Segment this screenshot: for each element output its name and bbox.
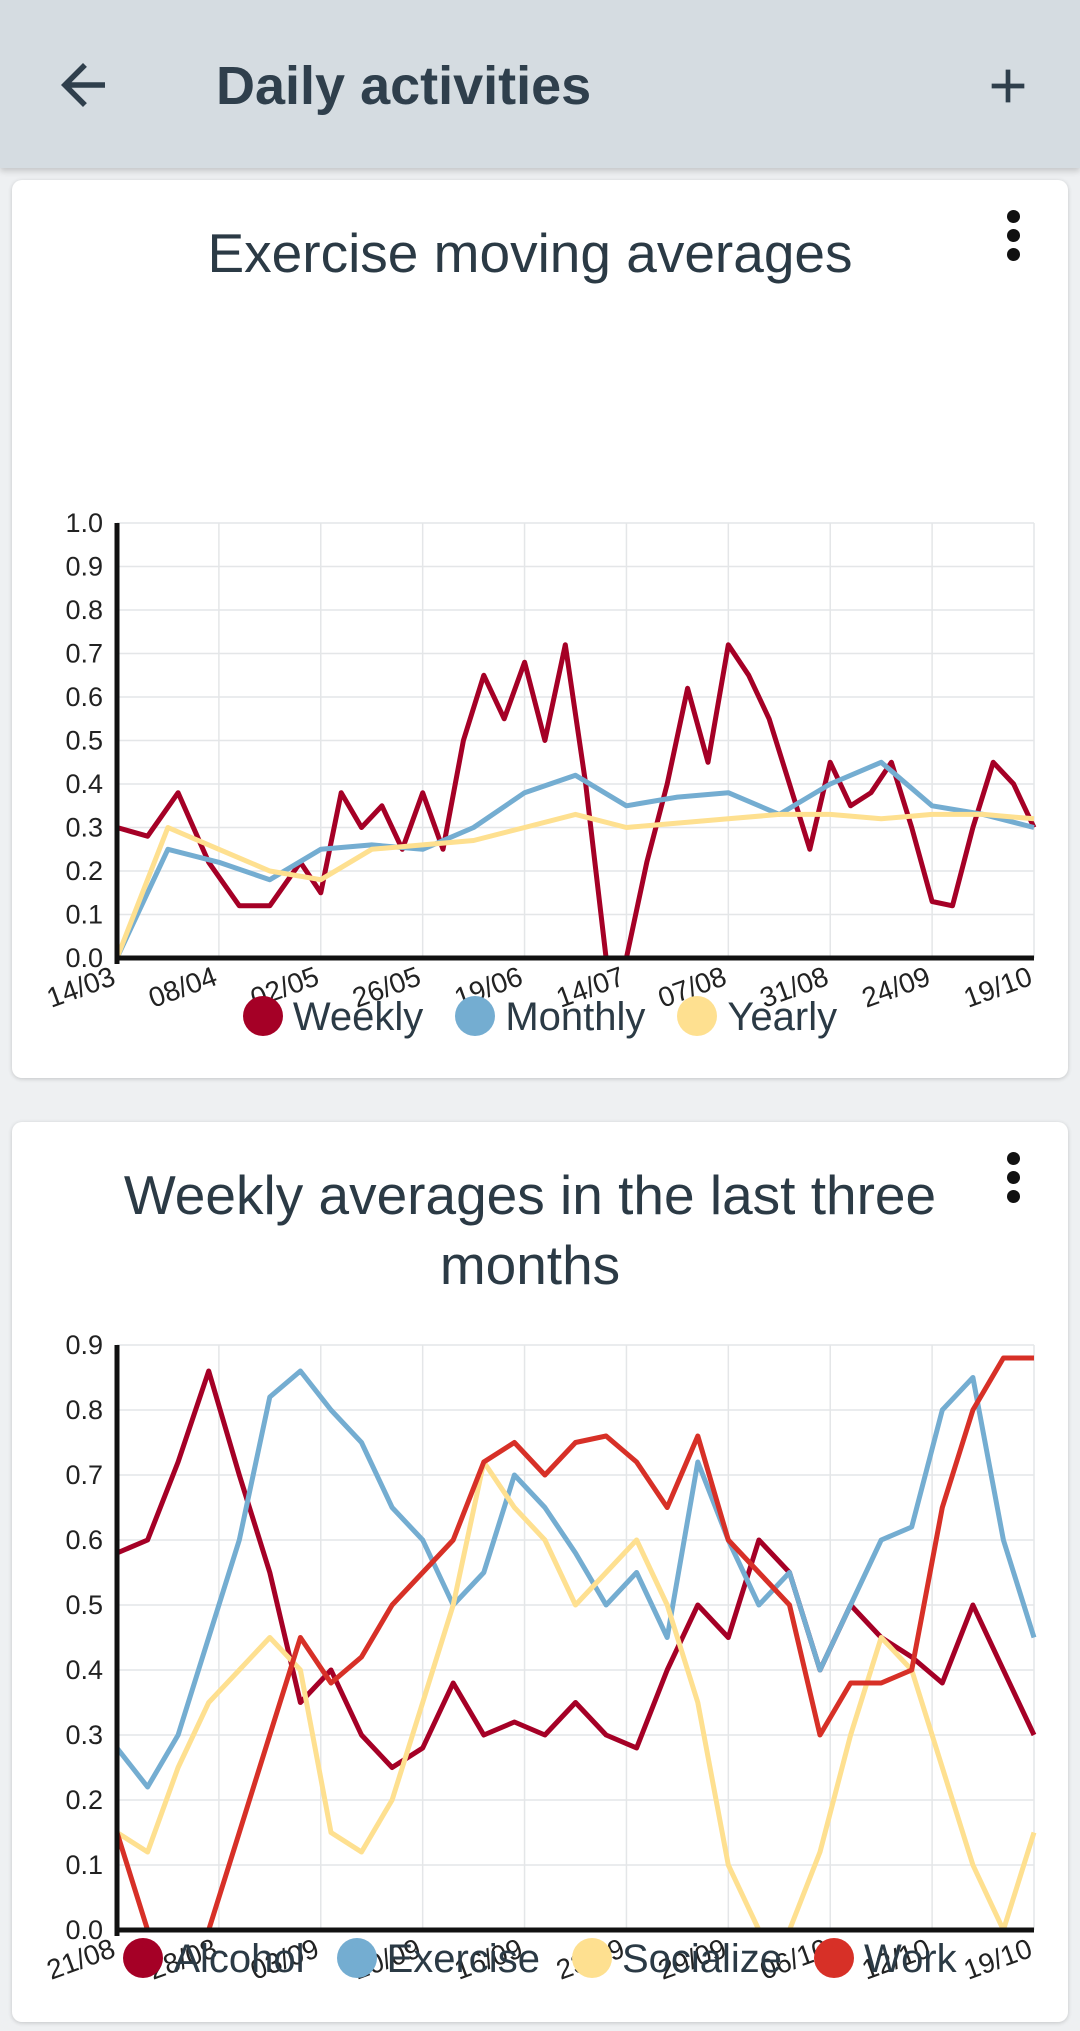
y-tick-label: 0.8	[65, 1395, 103, 1425]
weekly-averages-chart: 0.00.10.20.30.40.50.60.70.80.921/08 28/08…	[43, 1330, 1037, 1986]
legend-item-alcohol[interactable]: Alcohol	[123, 1937, 305, 1982]
legend-item-work[interactable]: Work	[814, 1937, 957, 1982]
legend-label: Work	[864, 1937, 957, 1981]
weekly-averages-card: Weekly averages in the last three months…	[12, 1122, 1068, 2022]
series-line-exercise	[115, 1368, 1037, 1790]
y-tick-label: 0.4	[65, 1655, 103, 1685]
chart-title: Weekly averages in the last three months	[123, 1164, 937, 1296]
legend-item-weekly[interactable]: Weekly	[242, 995, 424, 1040]
y-tick-label: 0.7	[65, 1460, 103, 1490]
legend-swatch	[123, 1938, 164, 1978]
legend-label: Yearly	[727, 995, 838, 1039]
y-tick-label: 0.3	[65, 1720, 103, 1750]
chart-legend: Weekly Monthly Yearly	[12, 995, 1068, 1040]
y-tick-label: 0.1	[65, 900, 103, 930]
series-line-monthly	[114, 759, 1035, 960]
y-tick-label: 0.0	[65, 1915, 103, 1945]
exercise-moving-averages-chart: 0.00.10.20.30.40.50.60.70.80.91.014/03 08…	[43, 508, 1037, 1014]
legend-swatch	[814, 1938, 855, 1978]
y-tick-label: 1.0	[65, 508, 103, 538]
y-tick-label: 0.1	[65, 1850, 103, 1880]
legend-swatch	[455, 996, 496, 1036]
legend-label: Exercise	[386, 1937, 540, 1981]
exercise-chart-card: Exercise moving averages 0.0 0.1 0.2 0.3 0.4…	[12, 180, 1068, 1078]
y-tick-label: 0.2	[65, 856, 103, 886]
series-line-yearly	[114, 811, 1035, 959]
legend-item-yearly[interactable]: Yearly	[677, 995, 837, 1040]
y-tick-label: 0.6	[65, 1525, 103, 1555]
legend-item-exercise[interactable]: Exercise	[336, 1937, 540, 1982]
legend-swatch	[677, 996, 718, 1036]
legend-swatch	[336, 1938, 377, 1978]
chart-legend: Alcohol Exercise Socialize Work	[12, 1937, 1068, 1982]
legend-label: Weekly	[292, 995, 424, 1039]
y-tick-label: 0.5	[65, 1590, 103, 1620]
more-vert-icon[interactable]	[998, 210, 1028, 270]
y-tick-label: 0.6	[65, 682, 103, 712]
y-tick-label: 0.4	[65, 769, 103, 799]
series-line-work	[114, 1355, 1034, 1933]
y-tick-label: 0.0	[65, 943, 103, 973]
plus-icon[interactable]	[980, 58, 1036, 114]
legend-swatch	[571, 1938, 612, 1978]
y-tick-label: 0.7	[65, 639, 103, 669]
legend-label: Socialize	[621, 1937, 783, 1981]
legend-label: Monthly	[505, 995, 646, 1039]
chart-title: Exercise moving averages	[207, 222, 853, 284]
more-vert-icon[interactable]	[998, 1152, 1028, 1212]
page-title: Daily activities	[216, 56, 592, 116]
series-line-weekly	[116, 642, 1037, 961]
series-line-socialize	[115, 1459, 1037, 1933]
app-bar: Daily activities	[0, 0, 1080, 168]
y-tick-label: 0.3	[65, 813, 103, 843]
y-tick-label: 0.5	[65, 726, 103, 756]
series-line-alcohol	[116, 1368, 1037, 1770]
y-tick-label: 0.8	[65, 595, 103, 625]
legend-item-socialize[interactable]: Socialize	[571, 1937, 783, 1982]
y-tick-label: 0.2	[65, 1785, 103, 1815]
y-tick-label: 0.9	[65, 1330, 103, 1360]
legend-label: Alcohol	[173, 1937, 305, 1981]
y-tick-label: 0.9	[65, 552, 103, 582]
legend-item-monthly[interactable]: Monthly	[455, 995, 645, 1040]
arrow-left-icon[interactable]	[50, 52, 116, 118]
legend-swatch	[242, 996, 283, 1036]
